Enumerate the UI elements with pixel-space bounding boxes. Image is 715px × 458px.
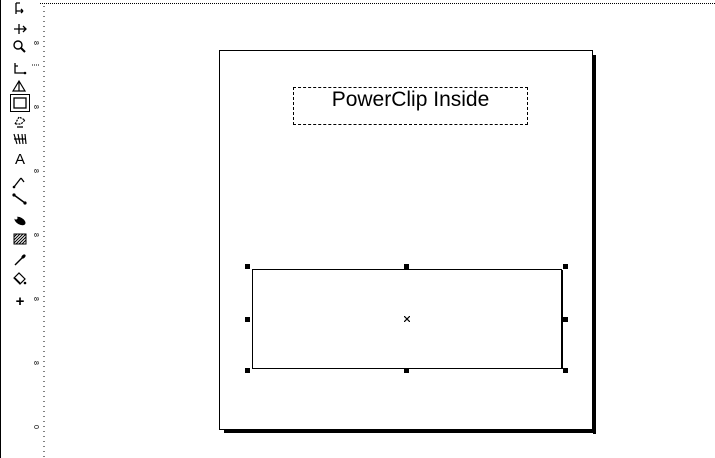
eyedropper-tool-icon[interactable] (10, 251, 30, 269)
fill-tool-icon[interactable] (10, 269, 30, 287)
plus-icon[interactable]: + (10, 293, 30, 311)
resize-handle-bottom-left[interactable] (245, 368, 250, 373)
pick-tool-icon[interactable] (10, 0, 30, 18)
resize-handle-left[interactable] (245, 317, 250, 322)
vertical-ruler: 8 8 8 8 8 8 0 (32, 6, 45, 458)
page-shadow-bottom (224, 430, 596, 433)
resize-handle-bottom-right[interactable] (563, 368, 568, 373)
rotation-center-icon[interactable] (404, 316, 410, 322)
ellipse-tool-icon[interactable] (10, 113, 30, 131)
rectangle-tool-icon[interactable] (10, 94, 30, 112)
resize-handle-right[interactable] (563, 317, 568, 322)
ruler-label: 8 (32, 361, 39, 365)
connector-tool-icon[interactable] (10, 190, 30, 208)
parallel-dimension-tool-icon[interactable] (10, 173, 30, 191)
polygon-tool-icon[interactable] (10, 130, 30, 148)
ruler-label: 8 (32, 297, 39, 301)
drawing-page (219, 50, 593, 430)
smart-drawing-tool-icon[interactable] (10, 77, 30, 95)
freehand-tool-icon[interactable] (10, 60, 30, 78)
transparency-tool-icon[interactable] (10, 230, 30, 248)
resize-handle-top-right[interactable] (563, 264, 568, 269)
shape-tool-icon[interactable] (10, 20, 30, 38)
zoom-tool-icon[interactable] (10, 37, 30, 55)
resize-handle-top[interactable] (404, 264, 409, 269)
ruler-label: 8 (32, 233, 39, 237)
resize-handle-top-left[interactable] (245, 264, 250, 269)
horizontal-ruler (40, 3, 715, 5)
plus-glyph: + (15, 293, 25, 310)
powerclip-title-text: PowerClip Inside (331, 88, 490, 111)
powerclip-text-object[interactable]: PowerClip Inside (293, 87, 528, 125)
interactive-blend-tool-icon[interactable] (10, 212, 30, 230)
rectangle-right-edge (561, 270, 563, 369)
ruler-label: 8 (32, 41, 39, 45)
toolbox: A + (0, 0, 30, 458)
text-tool-glyph: A (14, 151, 25, 168)
ruler-label: 0 (32, 425, 39, 429)
page-shadow-right (593, 55, 596, 434)
ruler-label: 8 (32, 105, 39, 109)
ruler-label: 8 (32, 169, 39, 173)
text-tool-icon[interactable]: A (10, 151, 30, 169)
resize-handle-bottom[interactable] (404, 368, 409, 373)
